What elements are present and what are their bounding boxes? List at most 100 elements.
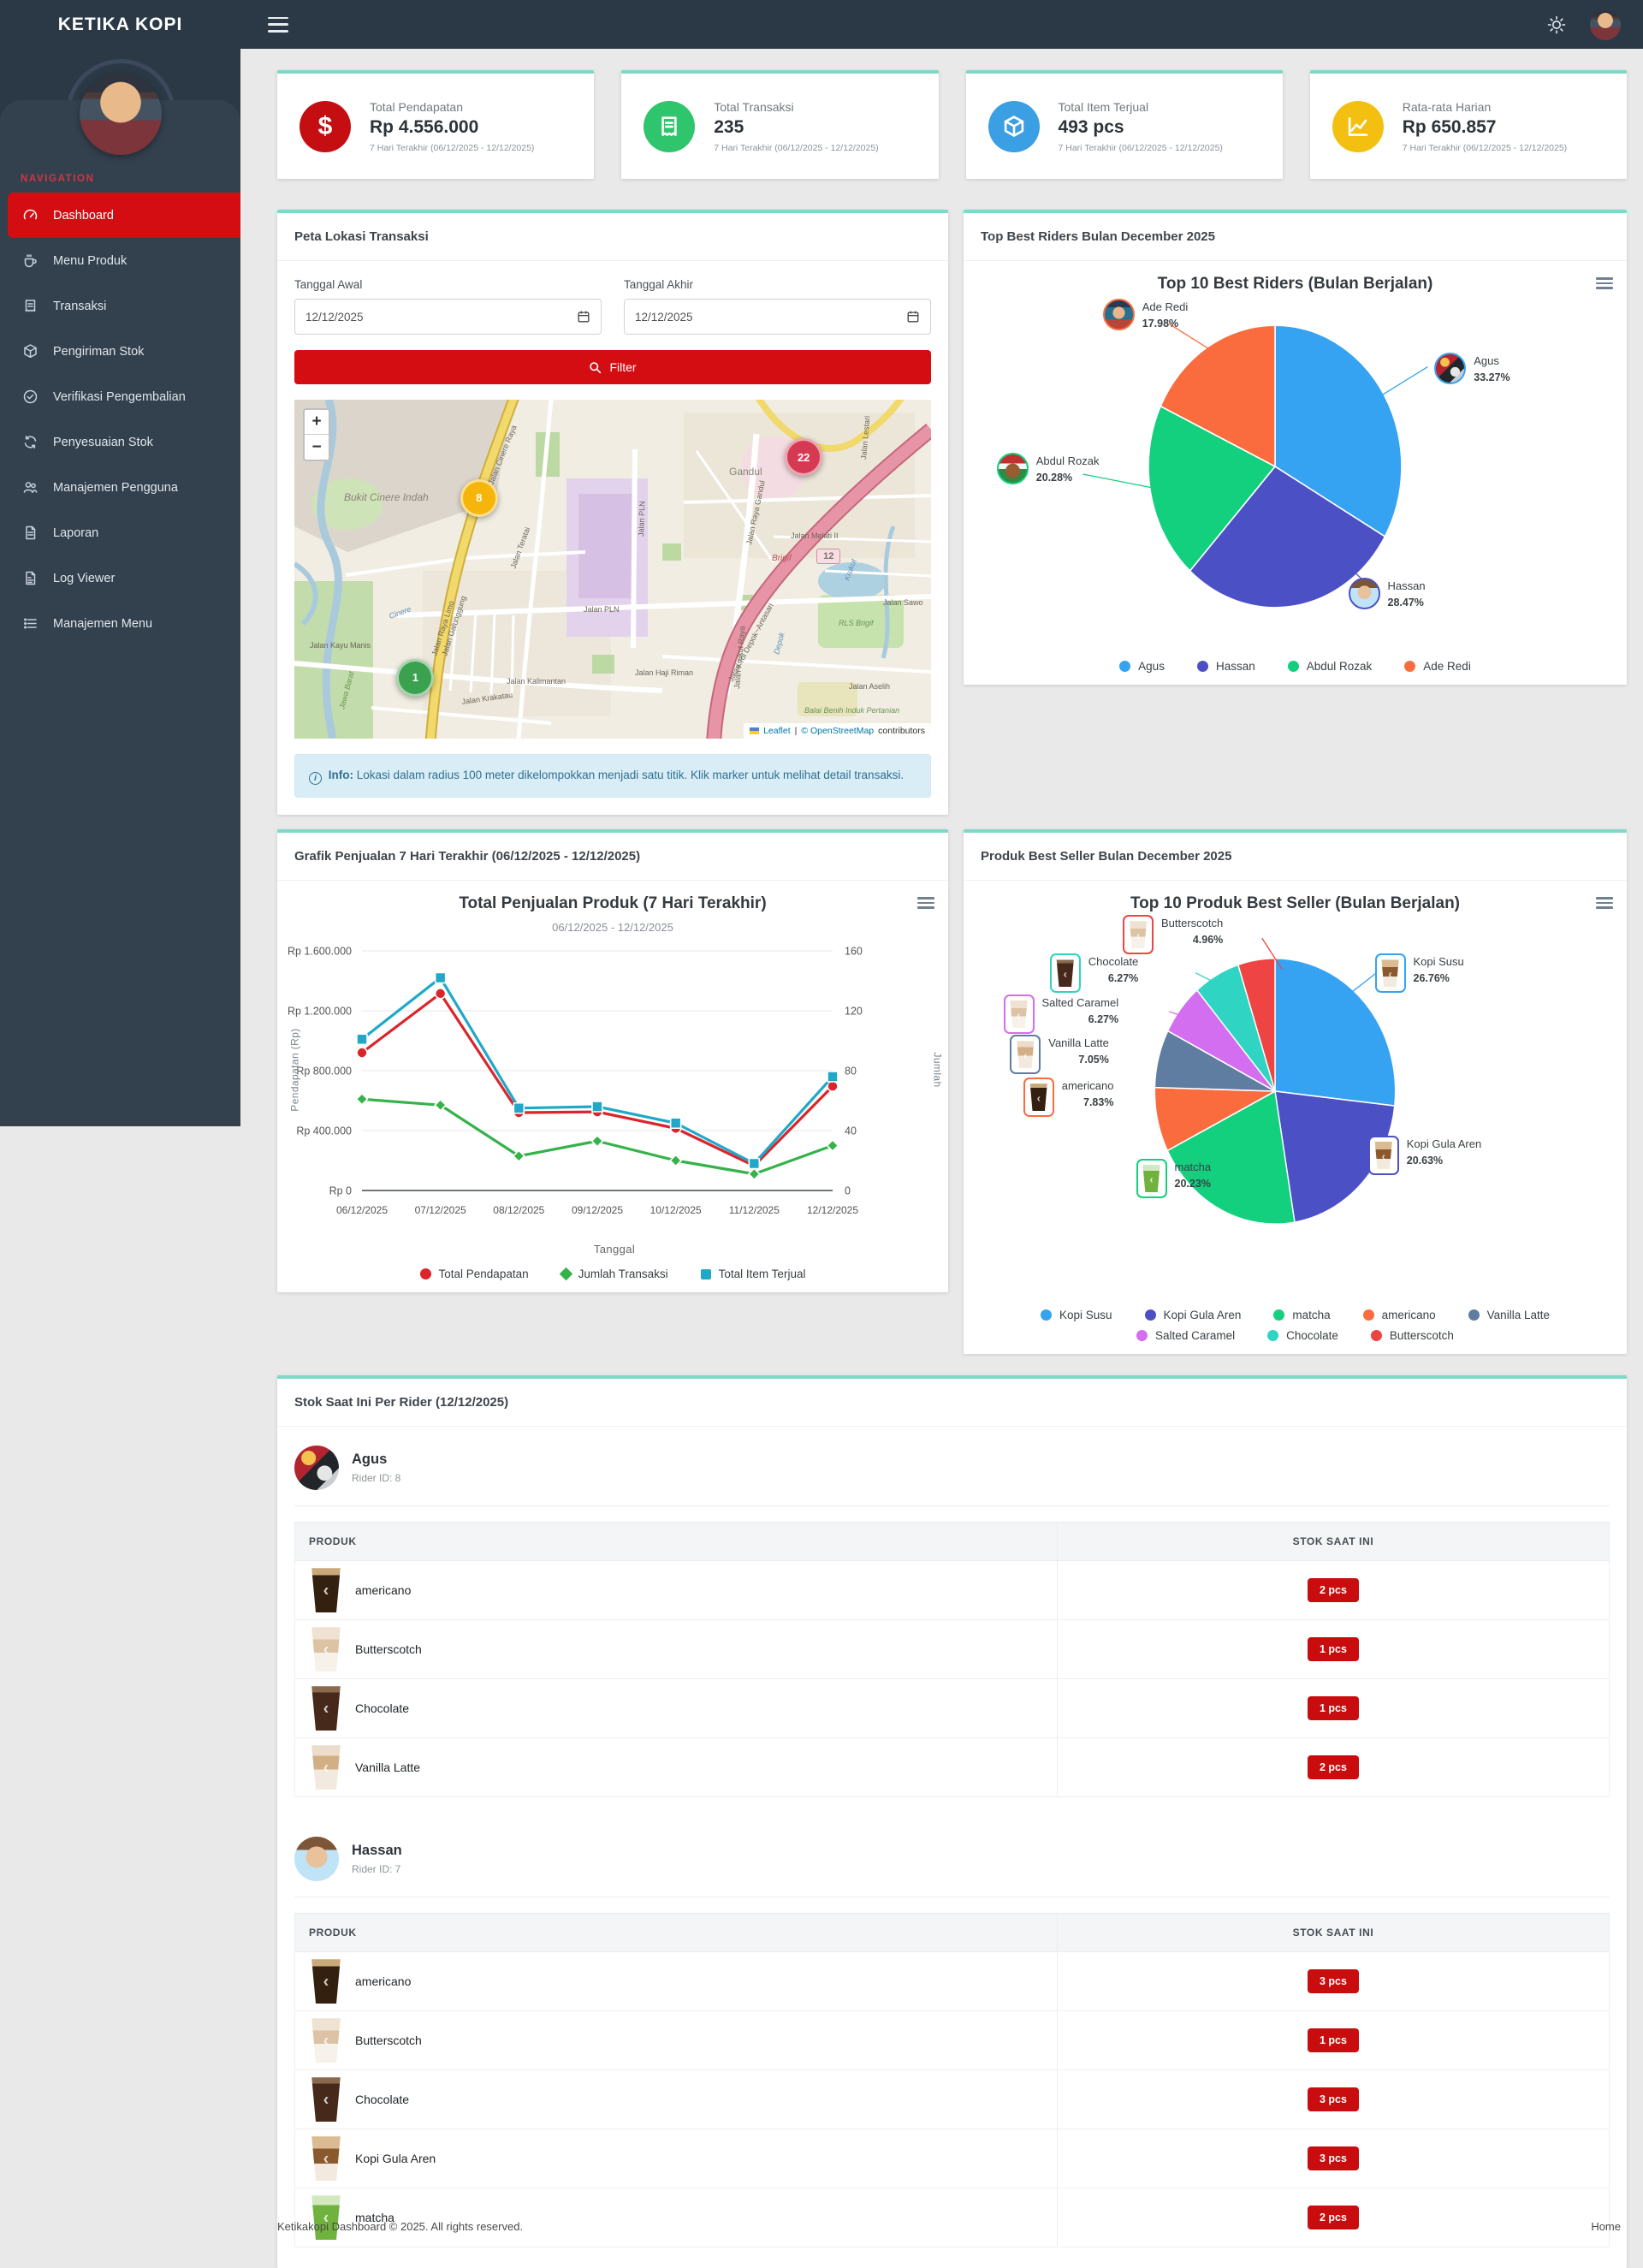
products-panel: Produk Best Seller Bulan December 2025 T… — [964, 829, 1627, 1355]
sidebar-item-pengiriman-stok[interactable]: Pengiriman Stok — [0, 329, 240, 374]
dashboard-icon — [23, 209, 38, 220]
table-row: Kopi Gula Aren 3 pcs — [294, 2128, 1610, 2189]
chart-menu-icon[interactable] — [1596, 275, 1613, 292]
cluster-marker-8[interactable]: 8 — [460, 478, 498, 517]
user-avatar[interactable] — [1590, 9, 1621, 40]
main-content: $ Total Pendapatan Rp 4.556.000 7 Hari T… — [240, 49, 1643, 2268]
profile-avatar[interactable] — [79, 73, 162, 155]
svg-text:Rp 800.000: Rp 800.000 — [296, 1066, 352, 1078]
sidebar-item-penyesuaian-stok[interactable]: Penyesuaian Stok — [0, 419, 240, 465]
sidebar-panel: NAVIGATION Dashboard Menu Produk Transak… — [0, 100, 240, 1126]
legend-item[interactable]: Total Pendapatan — [419, 1268, 529, 1280]
legend-item[interactable]: Abdul Rozak — [1287, 660, 1372, 673]
nav-section-label: NAVIGATION — [21, 174, 95, 184]
legend-item[interactable]: matcha — [1273, 1309, 1331, 1321]
start-date-input[interactable]: 12/12/2025 — [294, 299, 602, 335]
stat-cards: $ Total Pendapatan Rp 4.556.000 7 Hari T… — [277, 70, 1627, 179]
svg-text:RLS Brigif: RLS Brigif — [839, 619, 875, 627]
footer-home-link[interactable]: Home — [1591, 2219, 1621, 2233]
theme-toggle-sun-icon[interactable] — [1547, 15, 1566, 34]
svg-text:80: 80 — [845, 1066, 857, 1078]
leaflet-link[interactable]: Leaflet — [763, 726, 791, 736]
svg-text:0: 0 — [845, 1185, 851, 1197]
cluster-marker-22[interactable]: 22 — [785, 438, 823, 477]
svg-text:Rp 400.000: Rp 400.000 — [296, 1125, 352, 1137]
cluster-marker-1[interactable]: 1 — [396, 658, 435, 697]
chart-menu-icon[interactable] — [1596, 894, 1613, 911]
osm-link[interactable]: © OpenStreetMap — [801, 726, 875, 736]
sidebar-item-manajemen-menu[interactable]: Manajemen Menu — [0, 601, 240, 646]
rider-block-hassan: Hassan Rider ID: 7 PRODUK STOK SAAT INI … — [277, 1818, 1627, 2268]
pie-label-ade-redi: Ade Redi 17.98% — [1102, 299, 1188, 331]
legend-item[interactable]: Vanilla Latte — [1468, 1309, 1550, 1321]
legend-item[interactable]: Chocolate — [1267, 1329, 1338, 1342]
product-image — [311, 2077, 341, 2123]
sidebar-nav: Dashboard Menu Produk Transaksi Pengirim… — [0, 193, 240, 646]
card-total-item-terjual: Total Item Terjual 493 pcs 7 Hari Terakh… — [965, 70, 1283, 179]
map-zoom-control: + − — [303, 408, 330, 461]
legend-item[interactable]: Agus — [1119, 660, 1165, 673]
chart-menu-icon[interactable] — [917, 894, 934, 911]
dollar-icon: $ — [300, 100, 351, 152]
end-date-label: Tanggal Akhir — [624, 278, 694, 291]
products-panel-title: Produk Best Seller Bulan December 2025 — [964, 833, 1627, 882]
stock-badge: 2 pcs — [1307, 1755, 1359, 1780]
table-row: Butterscotch 1 pcs — [294, 1619, 1610, 1680]
legend-item[interactable]: Kopi Susu — [1041, 1309, 1112, 1321]
legend-item[interactable]: Ade Redi — [1404, 660, 1471, 673]
zoom-out-button[interactable]: − — [305, 435, 329, 460]
legend-item[interactable]: Salted Caramel — [1136, 1329, 1235, 1342]
map-attribution: Leaflet | © OpenStreetMap contributors — [744, 723, 931, 739]
card-total-transaksi: Total Transaksi 235 7 Hari Terakhir (06/… — [621, 70, 939, 179]
transaction-map[interactable]: Bukit Cinere Indah Jalan Cinere Raya Jal… — [294, 400, 931, 739]
calendar-icon — [578, 311, 590, 323]
product-image — [311, 2195, 341, 2241]
table-row: Butterscotch 1 pcs — [294, 2010, 1610, 2071]
brand-logo: KETIKA KOPI — [57, 14, 183, 34]
map-panel: Peta Lokasi Transaksi Tanggal Awal 12/12… — [277, 210, 948, 816]
svg-text:Jalan Sawo: Jalan Sawo — [883, 598, 923, 607]
legend-item[interactable]: Kopi Gula Aren — [1144, 1309, 1241, 1321]
log-file-icon — [26, 571, 36, 585]
table-row: Chocolate 3 pcs — [294, 2069, 1610, 2130]
sidebar-item-menu-produk[interactable]: Menu Produk — [0, 238, 240, 283]
legend-item[interactable]: Total Item Terjual — [700, 1268, 805, 1280]
sidebar-item-manajemen-pengguna[interactable]: Manajemen Pengguna — [0, 465, 240, 510]
legend-item[interactable]: Butterscotch — [1370, 1329, 1454, 1342]
sales-panel: Grafik Penjualan 7 Hari Terakhir (06/12/… — [277, 829, 948, 1293]
sales-chart-title: Total Penjualan Produk (7 Hari Terakhir) — [459, 894, 767, 913]
legend-item[interactable]: Hassan — [1196, 660, 1255, 673]
svg-text:07/12/2025: 07/12/2025 — [415, 1204, 466, 1216]
product-image — [1136, 1159, 1167, 1198]
end-date-input[interactable]: 12/12/2025 — [624, 299, 931, 335]
stock-table-hassan: PRODUK STOK SAAT INI americano 3 pcs But… — [294, 1913, 1610, 2248]
stock-panel: Stok Saat Ini Per Rider (12/12/2025) Agu… — [277, 1375, 1627, 2268]
search-icon — [590, 361, 602, 373]
sidebar-toggle-icon[interactable] — [268, 16, 288, 33]
svg-text:12/12/2025: 12/12/2025 — [807, 1204, 858, 1216]
package-box-icon — [24, 344, 37, 359]
stock-badge: 3 pcs — [1307, 2146, 1359, 2171]
sidebar-item-transaksi[interactable]: Transaksi — [0, 283, 240, 329]
sidebar-item-dashboard[interactable]: Dashboard — [8, 193, 240, 238]
svg-text:Jalan PLN: Jalan PLN — [584, 605, 620, 614]
pie-label-agus: Agus 33.27% — [1434, 352, 1510, 384]
filter-button[interactable]: Filter — [294, 350, 931, 384]
sidebar-item-laporan[interactable]: Laporan — [0, 510, 240, 555]
calendar-icon — [907, 311, 919, 323]
zoom-in-button[interactable]: + — [305, 410, 329, 435]
sidebar-item-log-viewer[interactable]: Log Viewer — [0, 555, 240, 601]
svg-text:11/12/2025: 11/12/2025 — [729, 1204, 780, 1216]
sidebar-item-verifikasi-pengembalian[interactable]: Verifikasi Pengembalian — [0, 374, 240, 419]
card-total-pendapatan: $ Total Pendapatan Rp 4.556.000 7 Hari T… — [277, 70, 595, 179]
svg-text:Jalan PLN: Jalan PLN — [637, 501, 646, 537]
product-image — [311, 2018, 341, 2063]
stock-badge: 1 pcs — [1307, 2028, 1359, 2053]
rider-avatar — [294, 1837, 339, 1882]
legend-item[interactable]: Jumlah Transaksi — [559, 1267, 668, 1281]
receipt-icon — [25, 300, 36, 312]
riders-panel: Top Best Riders Bulan December 2025 Top … — [964, 210, 1627, 685]
legend-item[interactable]: americano — [1362, 1309, 1436, 1321]
